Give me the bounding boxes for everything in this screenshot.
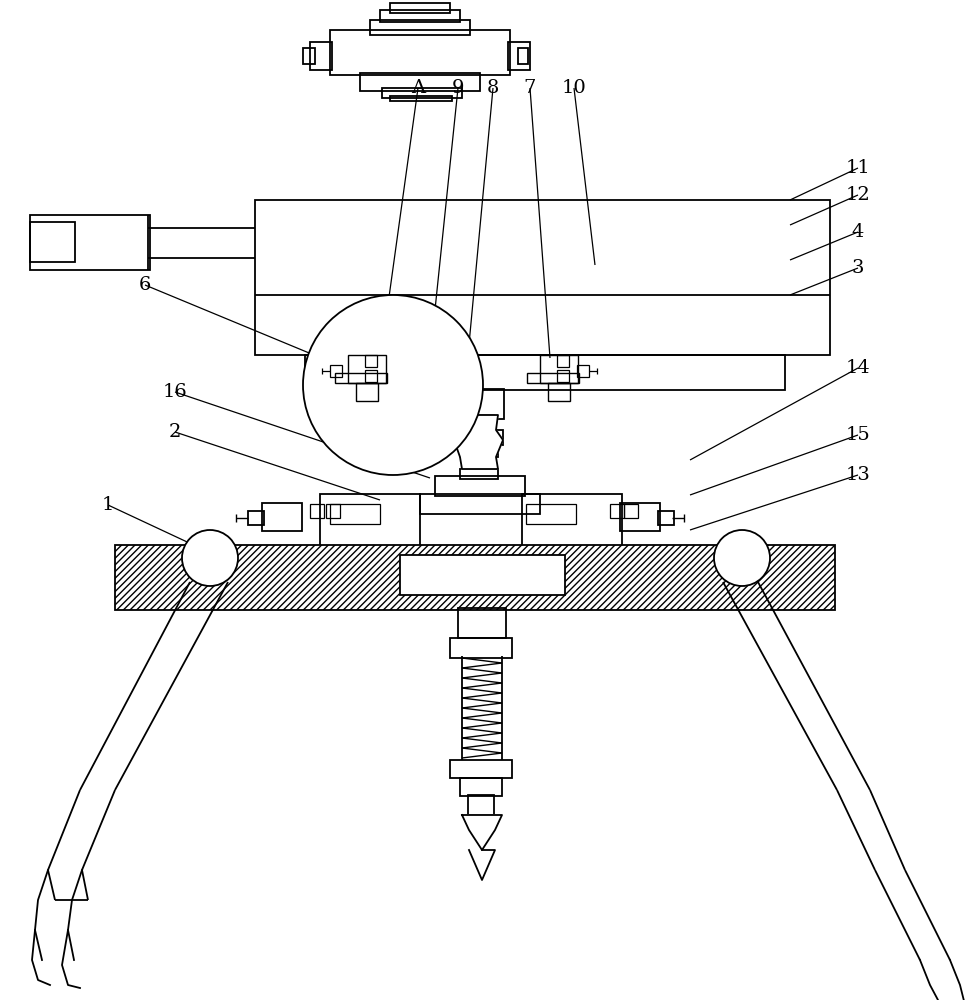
Text: 7: 7	[524, 79, 536, 97]
Bar	[382, 88, 462, 98]
Bar	[450, 638, 512, 658]
Bar	[390, 3, 450, 13]
Polygon shape	[462, 815, 502, 850]
Polygon shape	[454, 415, 503, 469]
Text: 6: 6	[139, 276, 151, 294]
Bar	[30, 215, 150, 270]
Text: 11: 11	[846, 159, 871, 177]
Bar	[310, 504, 324, 518]
Bar	[330, 365, 342, 377]
Bar	[468, 795, 494, 815]
Circle shape	[182, 530, 238, 586]
Bar	[326, 504, 340, 518]
Bar	[526, 504, 576, 524]
Bar	[450, 760, 512, 778]
Bar	[255, 200, 830, 355]
Text: 9: 9	[451, 79, 464, 97]
Bar	[508, 42, 530, 70]
Bar	[365, 355, 377, 367]
Bar	[115, 545, 835, 610]
Text: 15: 15	[846, 426, 871, 444]
Bar	[548, 383, 570, 401]
Bar	[557, 370, 569, 382]
Text: 10: 10	[562, 79, 586, 97]
Bar	[330, 504, 380, 524]
Circle shape	[303, 295, 483, 475]
Bar	[330, 30, 510, 75]
Bar	[456, 389, 504, 419]
Text: 16: 16	[162, 383, 188, 401]
Text: A: A	[411, 79, 425, 97]
Bar	[435, 476, 525, 496]
Bar	[420, 494, 540, 514]
Bar	[303, 48, 315, 64]
Bar	[335, 373, 387, 383]
Bar	[305, 355, 785, 390]
Text: 8: 8	[487, 79, 499, 97]
Bar	[400, 555, 565, 595]
Bar	[577, 365, 589, 377]
Bar	[262, 503, 302, 531]
Bar	[390, 96, 452, 101]
Bar	[464, 415, 494, 435]
Bar	[557, 355, 569, 367]
Bar	[30, 222, 75, 262]
Bar	[365, 370, 377, 382]
Text: 12: 12	[846, 186, 871, 204]
Bar	[380, 10, 460, 22]
Bar	[460, 469, 498, 479]
Circle shape	[714, 530, 770, 586]
Text: 4: 4	[852, 223, 865, 241]
Text: 3: 3	[852, 259, 865, 277]
Text: 13: 13	[845, 466, 871, 484]
Bar	[360, 73, 480, 91]
Text: 2: 2	[169, 423, 181, 441]
Bar	[370, 20, 470, 35]
Bar	[320, 494, 420, 549]
Bar	[522, 494, 622, 549]
Bar	[658, 511, 674, 525]
Bar	[460, 445, 498, 457]
Text: 1: 1	[102, 496, 114, 514]
Bar	[460, 778, 502, 796]
Bar	[356, 383, 378, 401]
Bar	[624, 504, 638, 518]
Bar	[620, 503, 660, 531]
Bar	[527, 373, 579, 383]
Bar	[458, 608, 506, 638]
Bar	[248, 511, 264, 525]
Bar	[348, 355, 386, 383]
Text: 14: 14	[846, 359, 871, 377]
Bar	[518, 48, 528, 64]
Bar	[610, 504, 624, 518]
Bar	[456, 430, 503, 445]
Bar	[310, 42, 332, 70]
Bar	[540, 355, 578, 383]
Bar	[464, 457, 494, 469]
